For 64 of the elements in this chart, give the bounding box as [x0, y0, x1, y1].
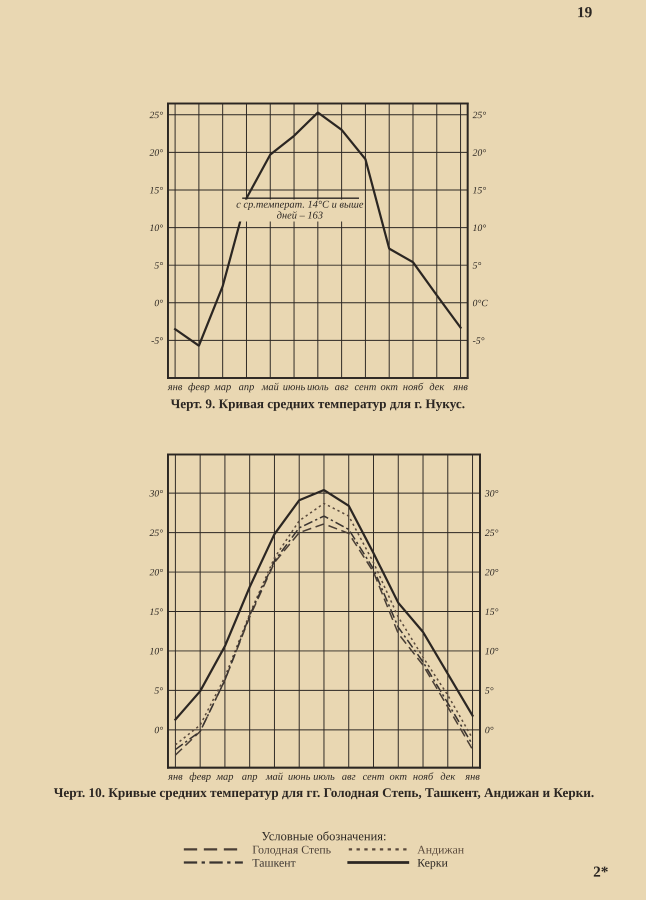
- y2-tick-label: 20°: [472, 149, 486, 156]
- y2-tick-label: 15°: [472, 186, 486, 194]
- y2-tick-label: 15°: [485, 608, 498, 615]
- y2-tick-label: 5°: [484, 687, 494, 694]
- text: Голодная Степь: [252, 846, 331, 856]
- x-tick-label: авг: [335, 385, 348, 390]
- y-tick-label: 10°: [150, 648, 163, 654]
- text: Керки: [418, 858, 448, 870]
- legend-title: Условные обозначения:: [262, 831, 386, 840]
- y2-tick-label: 10°: [472, 224, 486, 232]
- x-tick-label: июль: [308, 385, 328, 390]
- x-tick-label: июнь: [283, 385, 305, 390]
- x-tick-label: июнь: [288, 774, 310, 780]
- text: 19: [578, 7, 592, 18]
- x-tick-label: сент: [362, 774, 384, 780]
- x-tick-label: апр: [238, 385, 254, 392]
- y-tick-label: 5°: [154, 262, 163, 269]
- y2-tick-label: -5°: [472, 337, 484, 344]
- x-tick-label: апр: [242, 774, 258, 782]
- x-tick-label: май: [266, 772, 283, 780]
- x-tick-label: янв: [168, 774, 182, 780]
- y-tick-label: 15°: [150, 608, 163, 615]
- x-tick-label: сент: [354, 385, 376, 390]
- x-tick-label: дек: [430, 382, 444, 390]
- y2-tick-label: 25°: [472, 112, 486, 118]
- y-tick-label: 15°: [150, 186, 163, 194]
- y2-tick-label: 0°: [485, 726, 494, 734]
- text: Черт. 9. Кривая средних температур для г. Нукус.: [170, 399, 464, 411]
- text: Черт. 10. Кривые средних температур для гг. Голодная Степь, Ташкент, Андижан и Керки.: [54, 788, 594, 800]
- y2-tick-label: 10°: [485, 648, 498, 654]
- x-tick-label: июль: [314, 774, 334, 780]
- y2-tick-label: 20°: [484, 568, 498, 576]
- y-tick-label: 25°: [149, 530, 163, 536]
- x-tick-label: нояб: [403, 382, 424, 390]
- x-tick-label: февр: [190, 772, 211, 782]
- annotation: с ср.температ. 14°С и выше дней – 163: [236, 200, 364, 219]
- text: Андижан: [417, 846, 464, 856]
- y2-tick-label: 0°C: [472, 300, 488, 306]
- x-tick-label: янв: [464, 774, 480, 780]
- y2-tick-label: 5°: [472, 262, 482, 269]
- x-tick-label: мар: [214, 385, 231, 392]
- y-tick-label: 0°: [154, 726, 163, 734]
- y-tick-label: 25°: [149, 112, 163, 118]
- text: 2*: [594, 866, 608, 877]
- x-tick-label: окт: [390, 774, 407, 780]
- y-tick-label: 10°: [150, 224, 163, 232]
- y2-tick-label: 30°: [484, 490, 498, 497]
- x-tick-label: дек: [440, 772, 456, 780]
- y-tick-label: 0°: [154, 300, 163, 306]
- text: Ташкент: [252, 858, 296, 867]
- x-tick-label: янв: [452, 385, 468, 390]
- x-tick-label: февр: [188, 382, 210, 392]
- y-tick-label: 20°: [149, 568, 163, 576]
- x-tick-label: окт: [380, 385, 398, 390]
- y-tick-label: 20°: [149, 149, 163, 156]
- y-tick-label: 5°: [154, 687, 163, 694]
- x-tick-label: май: [261, 382, 279, 390]
- x-tick-label: авг: [342, 774, 356, 780]
- x-tick-label: нояб: [413, 772, 434, 780]
- y2-tick-label: 25°: [484, 530, 498, 536]
- y-tick-label: -5°: [151, 337, 163, 344]
- x-tick-label: мар: [216, 774, 234, 782]
- y-tick-label: 30°: [149, 490, 163, 497]
- x-tick-label: янв: [168, 385, 182, 390]
